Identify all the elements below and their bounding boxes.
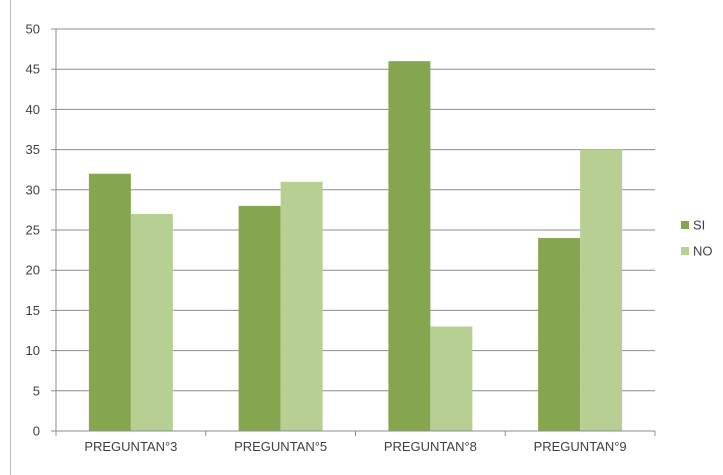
y-tick-label: 15 [26,303,40,318]
y-tick-label: 50 [26,22,40,37]
bar-no-1 [130,213,173,431]
y-tick-label: 20 [26,263,40,278]
legend-swatch-si [681,221,689,229]
bar-si-2 [238,205,281,431]
y-tick-label: 25 [26,223,40,238]
bar-si-3 [388,61,431,431]
x-tick-label: PREGUNTAN°5 [234,439,327,454]
tick-labels: 0 5 10 15 20 25 30 35 40 45 50 PREGUNTAN°3 PREGUNTAN… [26,22,627,455]
y-tick-label: 40 [26,102,40,117]
axes [51,28,656,436]
y-tick-label: 10 [26,343,40,358]
bar-si-1 [88,173,131,431]
bar-no-2 [280,181,323,431]
y-tick-label: 45 [26,62,40,77]
y-tick-label: 30 [26,182,40,197]
bars [88,61,623,431]
legend-label-no: NO [693,244,713,259]
x-tick-label: PREGUNTAN°8 [384,439,477,454]
bar-no-4 [580,149,623,431]
legend: SI NO [681,218,713,259]
bar-no-3 [430,326,473,431]
x-tick-label: PREGUNTAN°3 [84,439,177,454]
y-tick-label: 35 [26,142,40,157]
y-tick-label: 0 [33,424,40,439]
y-tick-label: 5 [33,383,40,398]
legend-label-si: SI [693,218,705,233]
chart-border-line [10,0,11,475]
legend-swatch-no [681,247,689,255]
x-tick-label: PREGUNTAN°9 [534,439,627,454]
bar-si-4 [538,238,581,431]
